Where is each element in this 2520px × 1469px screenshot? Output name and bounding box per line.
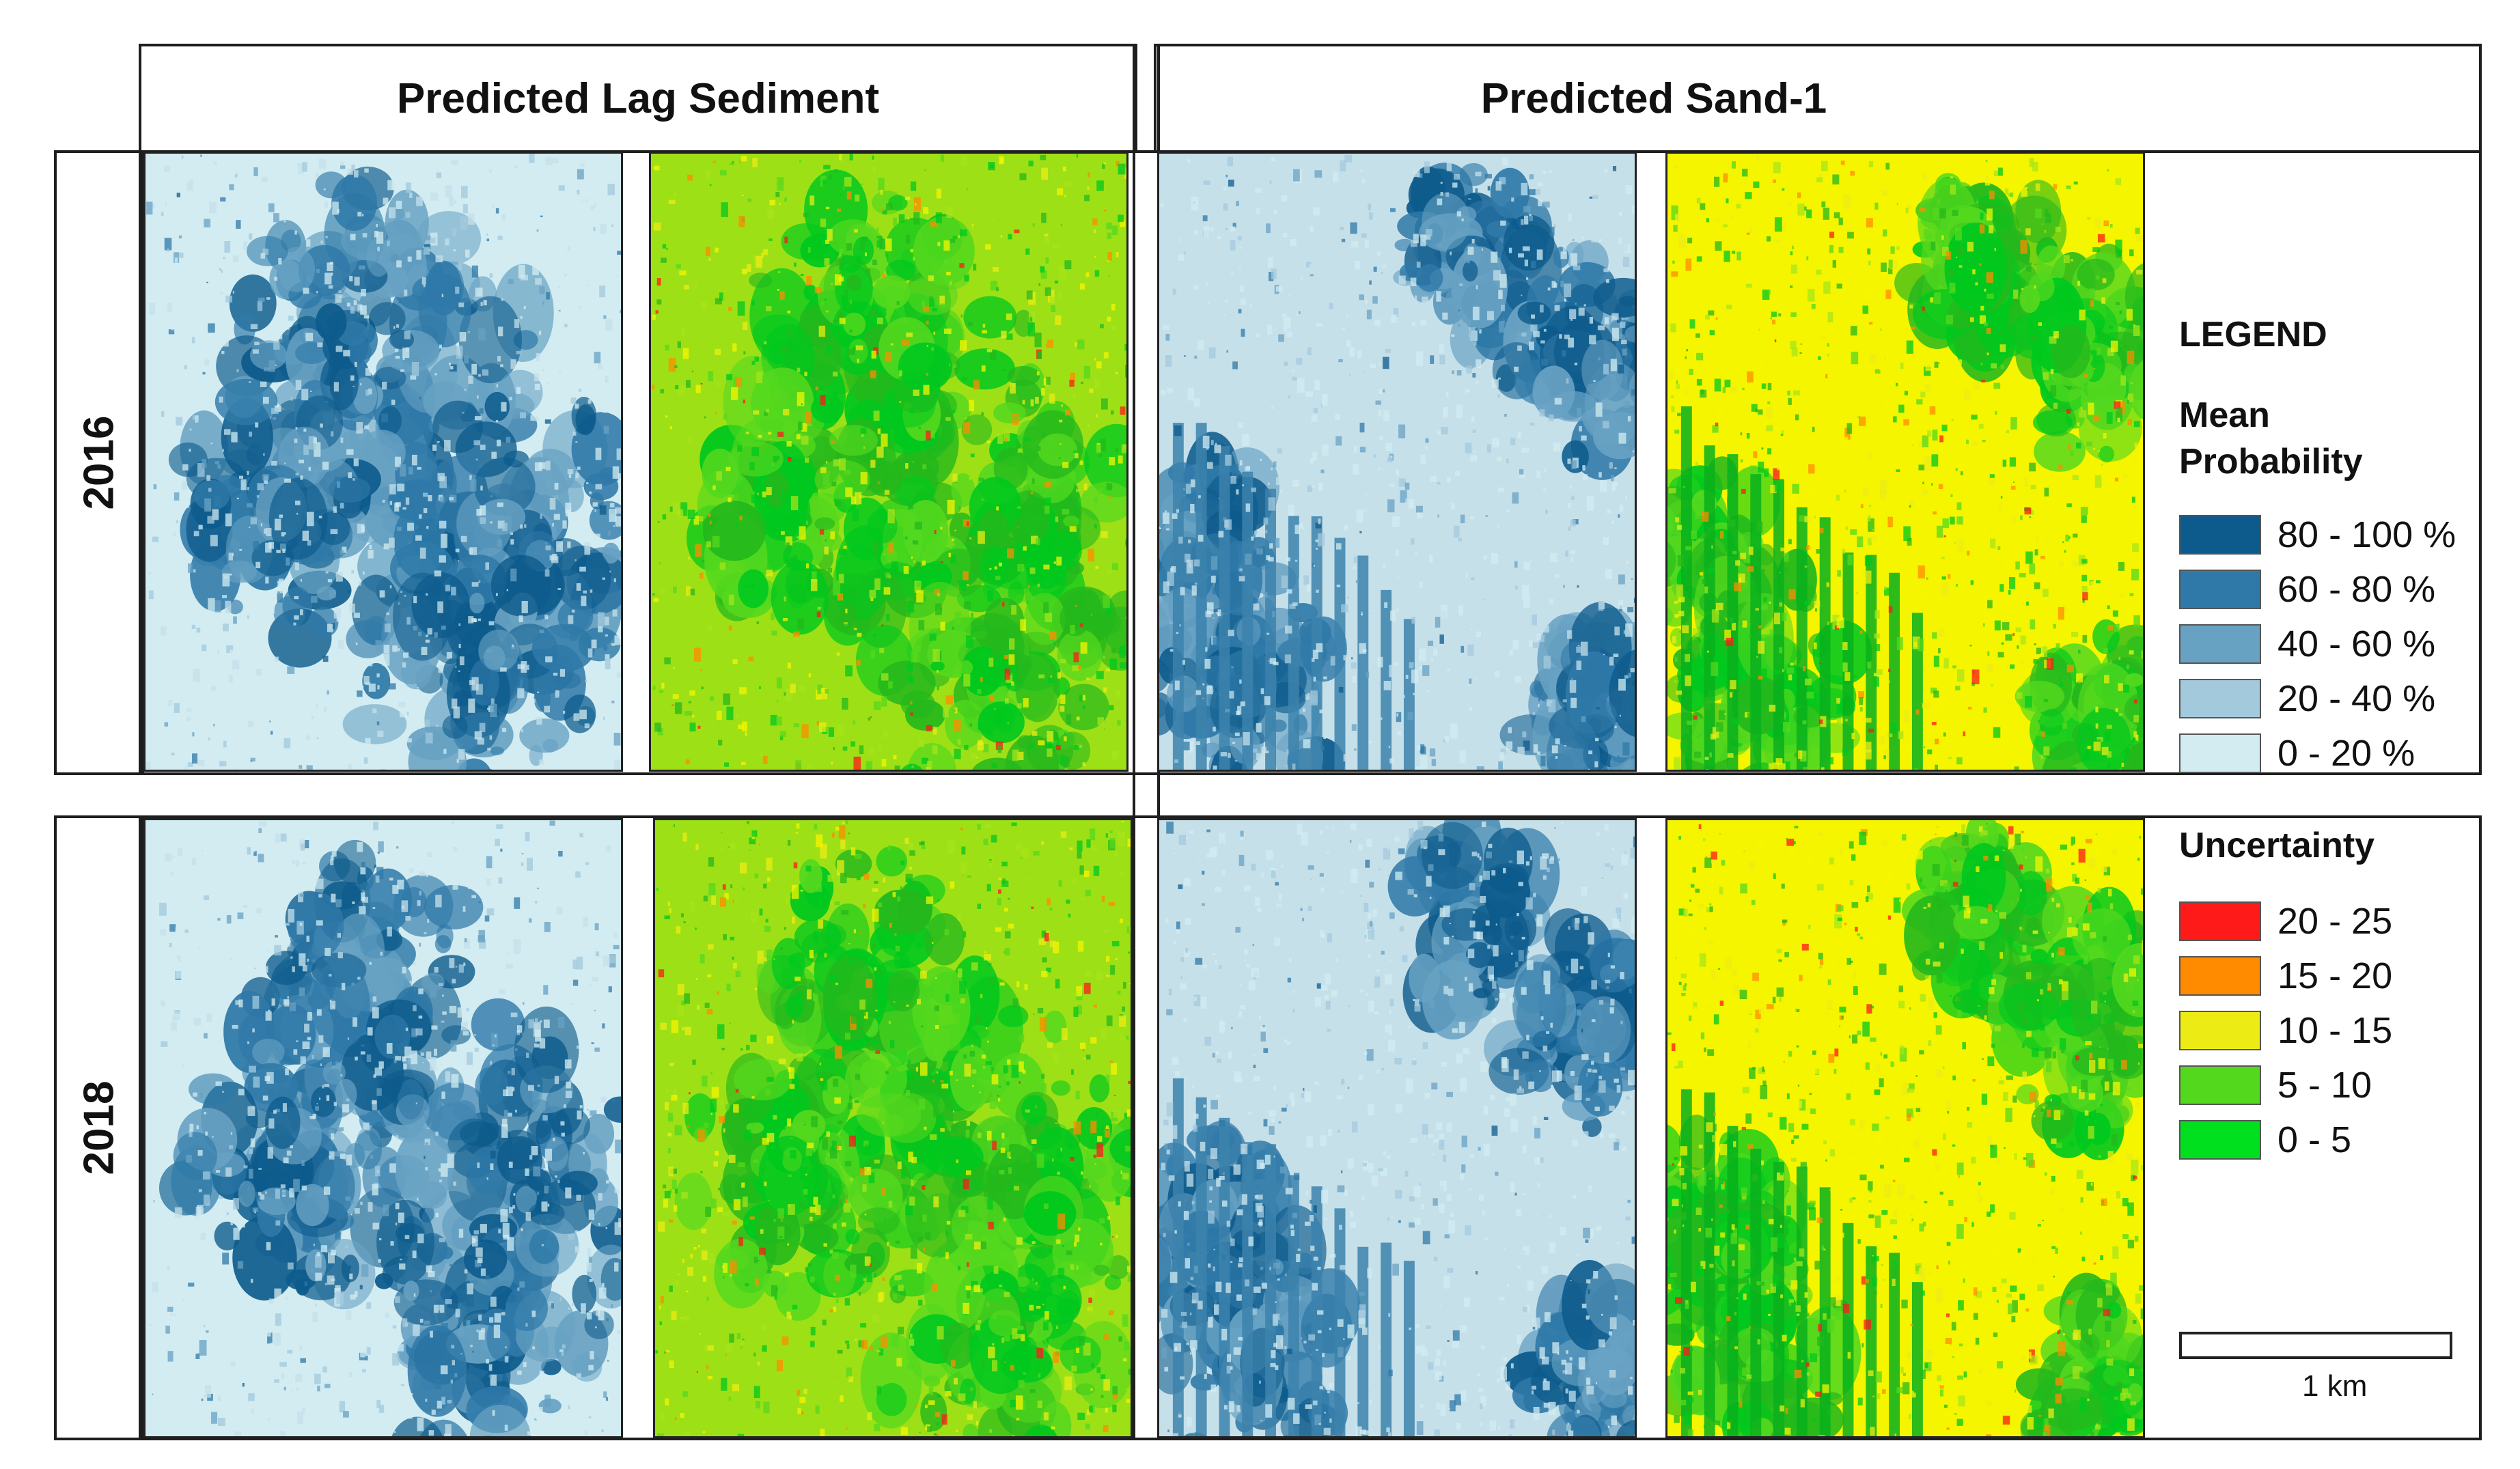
mean-class-row: 40 - 60 % — [2179, 623, 2435, 665]
year-2016-label: 2016 — [75, 415, 123, 510]
mean-class-label: 60 - 80 % — [2277, 569, 2436, 610]
mean-class-row: 0 - 20 % — [2179, 732, 2415, 774]
sand-2016-uncertainty-map — [1665, 152, 2145, 772]
mean-class-label: 20 - 40 % — [2277, 678, 2436, 719]
mean-class-label: 80 - 100 % — [2277, 514, 2456, 555]
sand-title: Predicted Sand-1 — [1480, 74, 1827, 122]
uncertainty-class-row: 15 - 20 — [2179, 955, 2392, 997]
mean-class-swatch — [2179, 570, 2261, 609]
lag-sediment-title: Predicted Lag Sediment — [396, 74, 880, 122]
mean-probability-title-line1: Mean — [2179, 395, 2270, 435]
uncertainty-class-row: 0 - 5 — [2179, 1119, 2351, 1161]
mean-class-label: 0 - 20 % — [2277, 733, 2415, 774]
uncertainty-class-swatch — [2179, 1065, 2261, 1105]
lag-2018-probability-map — [143, 818, 623, 1438]
scale-bar — [2179, 1332, 2452, 1359]
uncertainty-class-label: 5 - 10 — [2277, 1065, 2372, 1106]
uncertainty-class-label: 15 - 20 — [2277, 955, 2393, 996]
lag-2016-uncertainty-map — [649, 152, 1129, 772]
uncertainty-class-swatch — [2179, 1011, 2261, 1050]
year-2018-label-box: 2018 — [54, 815, 144, 1440]
uncertainty-class-swatch — [2179, 1120, 2261, 1160]
mean-class-row: 20 - 40 % — [2179, 677, 2435, 720]
uncertainty-class-row: 10 - 15 — [2179, 1009, 2392, 1052]
column-divider — [1133, 44, 1160, 1440]
lag-2018-uncertainty-map — [653, 818, 1133, 1438]
mean-class-row: 60 - 80 % — [2179, 568, 2435, 611]
year-2018-label: 2018 — [75, 1080, 123, 1175]
uncertainty-class-row: 5 - 10 — [2179, 1064, 2372, 1106]
row-2018-frame — [139, 815, 2482, 1440]
lag-sediment-header: Predicted Lag Sediment — [139, 44, 1137, 153]
mean-class-swatch — [2179, 679, 2261, 718]
uncertainty-class-row: 20 - 25 — [2179, 900, 2392, 942]
uncertainty-class-label: 0 - 5 — [2277, 1119, 2352, 1160]
sand-2018-uncertainty-map — [1665, 818, 2145, 1438]
uncertainty-class-swatch — [2179, 901, 2261, 941]
scale-bar-label: 1 km — [2302, 1369, 2368, 1403]
year-2016-label-box: 2016 — [54, 150, 144, 775]
mean-class-swatch — [2179, 733, 2261, 773]
lag-2016-probability-map — [143, 152, 623, 772]
sand-header: Predicted Sand-1 — [1154, 44, 2482, 153]
uncertainty-class-label: 20 - 25 — [2277, 901, 2393, 942]
mean-class-swatch — [2179, 515, 2261, 555]
uncertainty-class-swatch — [2179, 956, 2261, 996]
uncertainty-title: Uncertainty — [2179, 826, 2375, 865]
mean-class-label: 40 - 60 % — [2277, 624, 2436, 664]
sand-2018-probability-map — [1157, 818, 1637, 1438]
mean-probability-title-line2: Probability — [2179, 442, 2363, 481]
mean-class-row: 80 - 100 % — [2179, 514, 2456, 556]
legend-title: LEGEND — [2179, 315, 2327, 354]
sand-2016-probability-map — [1157, 152, 1637, 772]
mean-class-swatch — [2179, 624, 2261, 664]
uncertainty-class-label: 10 - 15 — [2277, 1010, 2393, 1051]
